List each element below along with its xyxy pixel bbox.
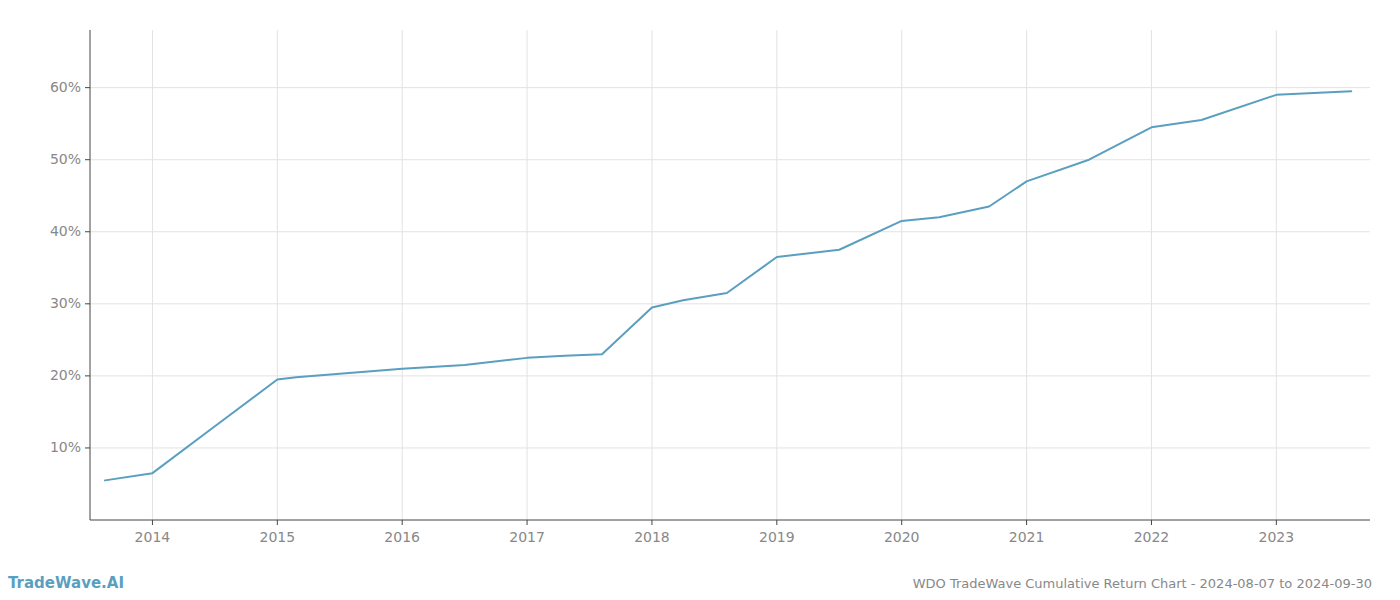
axes: 10% 20% 30% 40% 50% 60% 2014 2015 2016 2017 2018 20… bbox=[50, 30, 1370, 545]
chart-svg: 10% 20% 30% 40% 50% 60% 2014 2015 2016 2017 2018 20… bbox=[0, 0, 1400, 600]
x-tick bbox=[152, 520, 153, 525]
x-tick-label: 2015 bbox=[259, 529, 295, 545]
y-tick bbox=[85, 447, 90, 448]
x-tick bbox=[651, 520, 652, 525]
y-tick-label: 40% bbox=[50, 223, 81, 239]
x-tick-label: 2018 bbox=[634, 529, 670, 545]
x-tick-label: 2023 bbox=[1259, 529, 1295, 545]
y-tick-label: 50% bbox=[50, 151, 81, 167]
x-grid-line bbox=[651, 30, 652, 520]
x-tick-label: 2016 bbox=[384, 529, 420, 545]
grid bbox=[90, 30, 1370, 520]
x-tick bbox=[1276, 520, 1277, 525]
y-tick bbox=[85, 231, 90, 232]
x-tick bbox=[776, 520, 777, 525]
y-tick-label: 60% bbox=[50, 79, 81, 95]
chart-title: WDO TradeWave Cumulative Return Chart - … bbox=[913, 576, 1372, 591]
y-grid-line bbox=[90, 231, 1370, 232]
y-axis-line bbox=[90, 30, 91, 520]
y-grid-line bbox=[90, 447, 1370, 448]
x-grid-line bbox=[1276, 30, 1277, 520]
y-grid-line bbox=[90, 87, 1370, 88]
x-tick bbox=[402, 520, 403, 525]
page: {"chart_data": { "type": "line", "title"… bbox=[0, 0, 1400, 600]
series-group bbox=[105, 91, 1351, 480]
x-tick bbox=[527, 520, 528, 525]
x-grid-line bbox=[776, 30, 777, 520]
y-tick bbox=[85, 159, 90, 160]
x-axis-line bbox=[90, 520, 1370, 521]
x-tick bbox=[1151, 520, 1152, 525]
x-tick-label: 2021 bbox=[1009, 529, 1045, 545]
x-tick-label: 2017 bbox=[509, 529, 545, 545]
x-grid-line bbox=[1151, 30, 1152, 520]
y-grid-line bbox=[90, 303, 1370, 304]
y-tick-label: 20% bbox=[50, 367, 81, 383]
x-tick-label: 2019 bbox=[759, 529, 795, 545]
x-tick bbox=[901, 520, 902, 525]
x-grid-line bbox=[277, 30, 278, 520]
x-tick-label: 2020 bbox=[884, 529, 920, 545]
y-tick bbox=[85, 375, 90, 376]
watermark: TradeWave.AI bbox=[8, 574, 124, 592]
x-tick bbox=[1026, 520, 1027, 525]
x-tick-label: 2022 bbox=[1134, 529, 1170, 545]
x-grid-line bbox=[1026, 30, 1027, 520]
x-grid-line bbox=[901, 30, 902, 520]
y-tick-label: 30% bbox=[50, 295, 81, 311]
x-grid-line bbox=[527, 30, 528, 520]
chart-container: 10% 20% 30% 40% 50% 60% 2014 2015 2016 2017 2018 20… bbox=[0, 0, 1400, 600]
y-tick bbox=[85, 303, 90, 304]
y-tick bbox=[85, 87, 90, 88]
y-tick-label: 10% bbox=[50, 439, 81, 455]
x-grid-line bbox=[152, 30, 153, 520]
x-tick bbox=[277, 520, 278, 525]
y-grid-line bbox=[90, 375, 1370, 376]
x-grid-line bbox=[402, 30, 403, 520]
line-series bbox=[105, 91, 1351, 480]
y-grid-line bbox=[90, 159, 1370, 160]
x-tick-label: 2014 bbox=[135, 529, 171, 545]
